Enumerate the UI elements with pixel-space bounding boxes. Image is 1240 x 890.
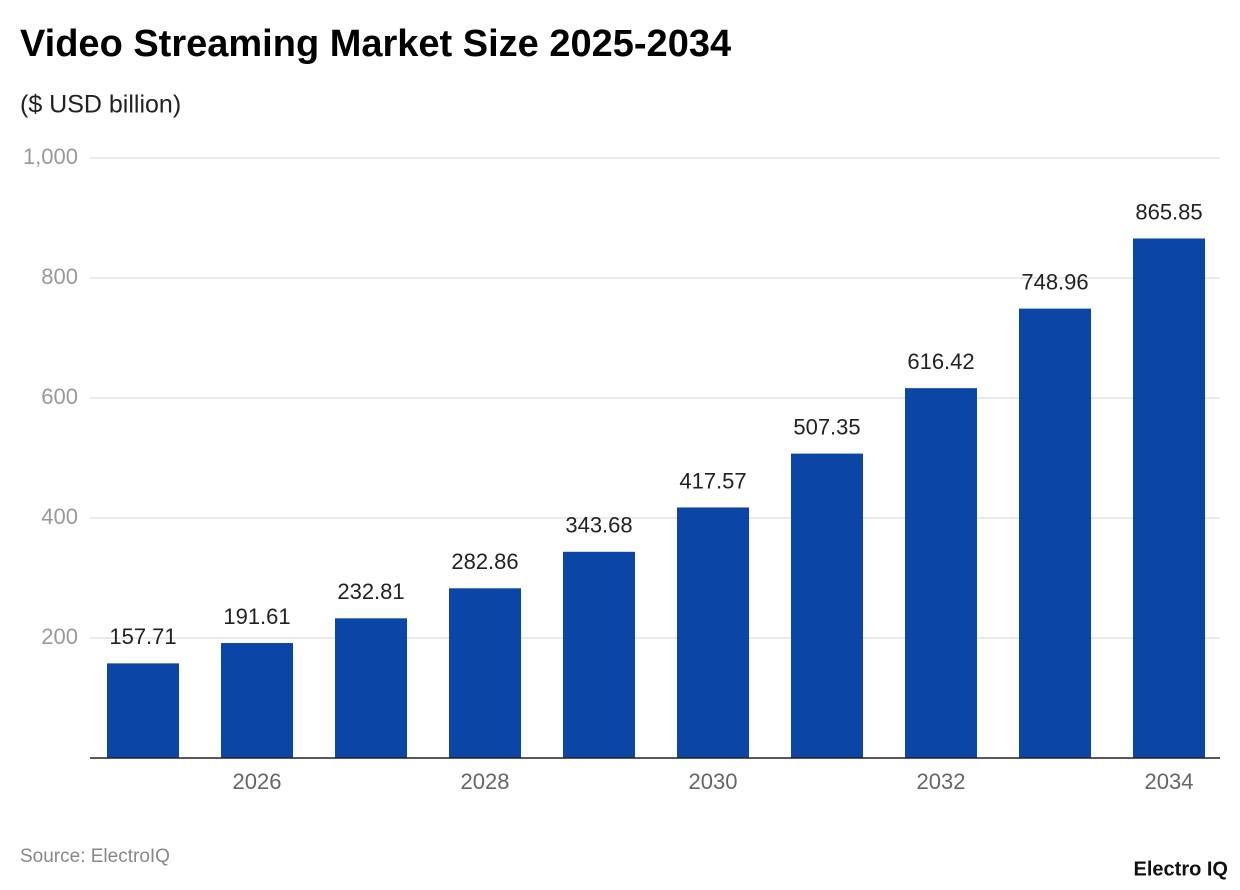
value-label: 417.57: [679, 468, 746, 493]
x-tick-label: 2032: [917, 769, 966, 794]
bar: [335, 618, 407, 758]
y-tick-label: 200: [41, 624, 78, 649]
value-label: 865.85: [1135, 199, 1202, 224]
value-label: 343.68: [565, 513, 632, 538]
y-tick-label: 600: [41, 384, 78, 409]
value-label: 507.35: [793, 414, 860, 439]
y-tick-label: 1,000: [23, 144, 78, 169]
chart-title: Video Streaming Market Size 2025-2034: [20, 23, 731, 65]
value-label: 191.61: [223, 604, 290, 629]
value-label: 157.71: [109, 624, 176, 649]
brand: Electro IQ: [1134, 858, 1228, 880]
y-tick-label: 400: [41, 504, 78, 529]
x-tick-label: 2026: [233, 769, 282, 794]
y-tick-label: 800: [41, 264, 78, 289]
value-label: 748.96: [1021, 269, 1088, 294]
bar: [1133, 238, 1205, 759]
chart-subtitle: ($ USD billion): [20, 91, 181, 119]
source: Source: ElectroIQ: [20, 846, 170, 867]
bar: [677, 507, 749, 758]
value-label: 282.86: [451, 549, 518, 574]
bar: [107, 663, 179, 758]
bar: [221, 643, 293, 758]
x-tick-label: 2028: [461, 769, 510, 794]
value-label: 616.42: [907, 349, 974, 374]
bar: [1019, 308, 1091, 758]
x-tick-label: 2034: [1145, 769, 1194, 794]
bar: [905, 388, 977, 758]
value-label: 232.81: [337, 579, 404, 604]
bar: [791, 453, 863, 758]
bar: [449, 588, 521, 758]
x-tick-label: 2030: [689, 769, 738, 794]
bar: [563, 551, 635, 758]
